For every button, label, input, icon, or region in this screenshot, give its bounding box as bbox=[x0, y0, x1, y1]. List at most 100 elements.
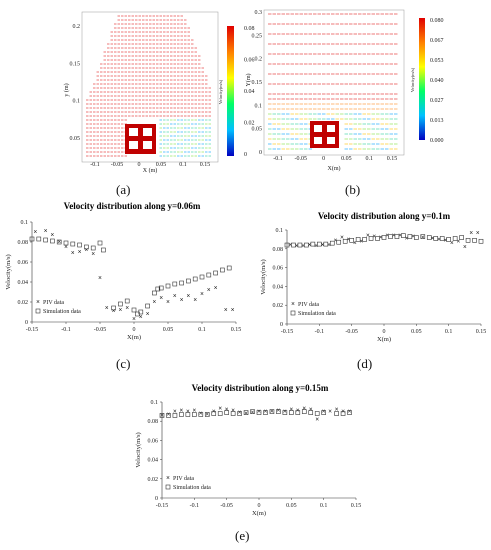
piv-point: × bbox=[186, 292, 190, 300]
simulation-point bbox=[394, 234, 400, 239]
y-tick-label: 0.1 bbox=[276, 228, 284, 234]
simulation-point bbox=[317, 241, 322, 247]
x-tick-label: 0 bbox=[138, 162, 141, 168]
panel-b-vector-field: -0.1 -0.05 0 0.05 0.1 0.15 0.30.250.20.150.10… bbox=[245, 9, 444, 172]
simulation-point bbox=[401, 233, 406, 238]
panel-b-window bbox=[327, 137, 335, 144]
simulation-point bbox=[426, 235, 432, 240]
x-axis-label: X(m) bbox=[252, 510, 266, 517]
simulation-point bbox=[159, 413, 165, 418]
simulation-point bbox=[347, 410, 352, 415]
simulation-point bbox=[36, 236, 42, 242]
simulation-point bbox=[237, 411, 242, 416]
panel-c-label: (c) bbox=[116, 356, 131, 371]
simulation-point bbox=[192, 412, 197, 417]
x-tick-label: 0.1 bbox=[445, 329, 453, 335]
y-tick-label: 0.05 bbox=[252, 127, 263, 133]
piv-point: × bbox=[348, 408, 352, 416]
x-tick-label: -0.15 bbox=[156, 503, 169, 509]
piv-point: × bbox=[44, 227, 48, 235]
panel-a-obstacle bbox=[125, 124, 156, 154]
panel-a-window bbox=[143, 141, 152, 149]
y-tick-label: 0.08 bbox=[18, 240, 29, 246]
simulation-point bbox=[459, 235, 464, 240]
piv-point: × bbox=[166, 410, 170, 418]
simulation-point bbox=[111, 305, 116, 311]
panel-b-xlabel: X(m) bbox=[328, 165, 341, 172]
piv-point: × bbox=[398, 232, 402, 240]
y-tick-label: 0.02 bbox=[18, 300, 29, 306]
piv-point: × bbox=[353, 239, 357, 247]
simulation-point bbox=[158, 285, 164, 291]
y-tick-label: 0.06 bbox=[148, 438, 159, 444]
x-tick-label: 0.15 bbox=[231, 327, 242, 333]
simulation-point bbox=[63, 240, 69, 246]
simulation-point bbox=[138, 309, 144, 315]
panel-a-xlabel: X (m) bbox=[143, 167, 158, 174]
panel-a-colorbar bbox=[227, 26, 234, 156]
simulation-point bbox=[269, 409, 275, 414]
x-tick-label: 0.15 bbox=[200, 162, 211, 168]
piv-point: × bbox=[105, 304, 109, 312]
legend-piv-label: PIV data bbox=[298, 302, 319, 308]
simulation-point bbox=[172, 413, 178, 418]
piv-point: × bbox=[179, 407, 183, 415]
piv-point: × bbox=[207, 286, 211, 294]
panel-b-colorbar-label: Velocity(m/s) bbox=[410, 67, 415, 92]
simulation-point bbox=[310, 241, 316, 247]
legend-simulation-label: Simulation data bbox=[173, 485, 211, 491]
piv-point: × bbox=[139, 313, 143, 321]
x-tick-label: 0 bbox=[383, 329, 386, 335]
simulation-point bbox=[314, 411, 320, 416]
chart-c: Velocity distribution along y=0.06m 0 0.02… bbox=[5, 201, 241, 341]
piv-point: × bbox=[385, 232, 389, 240]
y-tick-label: 0.02 bbox=[148, 477, 159, 483]
simulation-point bbox=[465, 238, 471, 243]
piv-point: × bbox=[411, 233, 415, 241]
piv-point: × bbox=[57, 238, 61, 246]
x-tick-label: -0.1 bbox=[190, 503, 200, 509]
panel-d-label: (d) bbox=[357, 356, 373, 371]
x-tick-label: 0.15 bbox=[387, 156, 398, 162]
simulation-point bbox=[349, 238, 354, 243]
x-tick-label: 0.05 bbox=[411, 329, 422, 335]
x-axis-label: X(m) bbox=[127, 334, 141, 341]
x-tick-label: 0.05 bbox=[286, 503, 297, 509]
piv-point: × bbox=[437, 235, 441, 243]
simulation-point bbox=[407, 234, 413, 239]
chart-title: Velocity distribution along y=0.15m bbox=[192, 383, 329, 393]
piv-point: × bbox=[152, 298, 156, 306]
simulation-point bbox=[308, 410, 314, 415]
piv-point: × bbox=[199, 410, 203, 418]
piv-point: × bbox=[244, 410, 248, 418]
simulation-point bbox=[295, 410, 301, 415]
y-tick-label: 0.15 bbox=[252, 80, 263, 86]
simulation-point bbox=[388, 234, 393, 239]
x-tick-label: 0.05 bbox=[156, 162, 167, 168]
simulation-point bbox=[192, 276, 198, 282]
x-tick-label: 0.1 bbox=[179, 162, 187, 168]
simulation-point bbox=[213, 270, 218, 276]
legend-simulation-label: Simulation data bbox=[43, 309, 81, 315]
x-tick-label: -0.1 bbox=[273, 156, 283, 162]
legend-simulation-label: Simulation data bbox=[298, 311, 336, 317]
piv-point: × bbox=[180, 296, 184, 304]
simulation-point bbox=[97, 240, 103, 246]
panel-a-colorbar-label: Velocity(m/s) bbox=[218, 79, 223, 104]
piv-point: × bbox=[251, 409, 255, 417]
y-tick-label: 0.08 bbox=[244, 26, 255, 32]
simulation-point bbox=[224, 410, 229, 415]
simulation-point bbox=[118, 301, 123, 307]
piv-point: × bbox=[276, 407, 280, 415]
piv-point: × bbox=[132, 315, 136, 323]
y-tick-label: 0.15 bbox=[70, 61, 81, 67]
simulation-point bbox=[131, 307, 137, 313]
piv-point: × bbox=[328, 408, 332, 416]
y-tick-label: 0 bbox=[244, 152, 247, 158]
panel-a-window bbox=[143, 128, 152, 136]
piv-point: × bbox=[205, 410, 209, 418]
panel-b-ylabel: Y(m) bbox=[245, 74, 252, 87]
x-tick-label: 0.1 bbox=[365, 156, 373, 162]
simulation-point bbox=[263, 410, 268, 415]
simulation-point bbox=[433, 236, 439, 241]
